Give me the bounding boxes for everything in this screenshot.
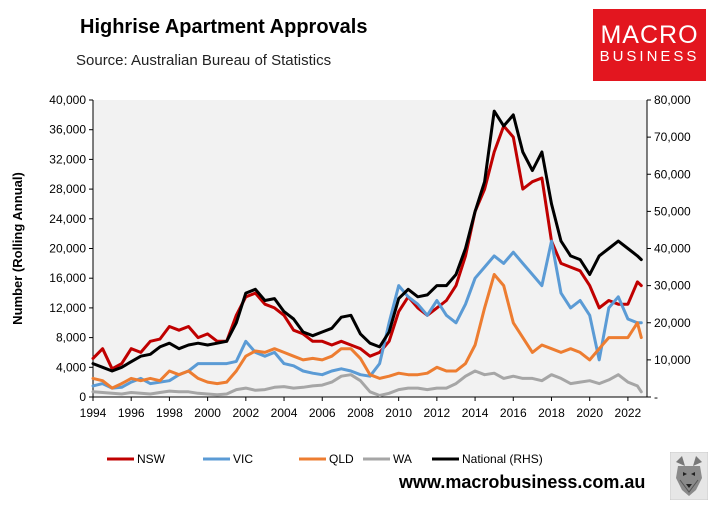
x-tick-label: 2002 <box>232 406 259 420</box>
y2-tick-label: 40,000 <box>654 242 691 256</box>
x-tick-label: 2006 <box>309 406 336 420</box>
y-axis-label: Number (Rolling Annual) <box>10 172 25 325</box>
x-tick-label: 1998 <box>156 406 183 420</box>
x-tick-label: 2012 <box>424 406 451 420</box>
y-tick-label: 4,000 <box>56 360 86 374</box>
chart-subtitle: Source: Australian Bureau of Statistics <box>76 52 332 69</box>
x-tick-label: 1994 <box>80 406 107 420</box>
x-tick-label: 2008 <box>347 406 374 420</box>
legend-label: QLD <box>329 452 354 466</box>
legend-label: National (RHS) <box>462 452 543 466</box>
legend-label: NSW <box>137 452 166 466</box>
y2-tick-label: 30,000 <box>654 279 691 293</box>
y-tick-label: 24,000 <box>49 212 86 226</box>
y2-tick-label: - <box>654 390 658 404</box>
y-tick-label: 36,000 <box>49 123 86 137</box>
y-tick-label: 8,000 <box>56 331 86 345</box>
y2-tick-label: 10,000 <box>654 353 691 367</box>
footer-url: www.macrobusiness.com.au <box>399 472 646 492</box>
wolf-logo-icon <box>670 452 708 500</box>
x-tick-label: 2022 <box>615 406 642 420</box>
legend-label: WA <box>393 452 412 466</box>
y-tick-label: 32,000 <box>49 152 86 166</box>
y-tick-label: 12,000 <box>49 301 86 315</box>
x-tick-label: 2004 <box>271 406 298 420</box>
y2-tick-label: 70,000 <box>654 130 691 144</box>
series-line-national-rhs <box>91 109 643 373</box>
x-tick-label: 2018 <box>538 406 565 420</box>
x-tick-label: 2000 <box>194 406 221 420</box>
y2-tick-label: 20,000 <box>654 316 691 330</box>
x-tick-label: 2016 <box>500 406 527 420</box>
x-tick-label: 1996 <box>118 406 145 420</box>
y-tick-label: 40,000 <box>49 93 86 107</box>
x-tick-label: 2014 <box>462 406 489 420</box>
y-tick-label: 20,000 <box>49 242 86 256</box>
legend-label: VIC <box>233 452 253 466</box>
macrobusiness-logo: MACRO BUSINESS <box>593 9 706 81</box>
series-line-qld <box>91 273 643 390</box>
x-tick-label: 2020 <box>576 406 603 420</box>
y2-tick-label: 60,000 <box>654 167 691 181</box>
series-line-nsw <box>91 124 643 371</box>
logo-line-1: MACRO <box>600 21 699 49</box>
y-tick-label: 16,000 <box>49 271 86 285</box>
y-tick-label: 0 <box>79 390 86 404</box>
chart-title: Highrise Apartment Approvals <box>80 16 368 38</box>
y2-tick-label: 80,000 <box>654 93 691 107</box>
y2-tick-label: 50,000 <box>654 204 691 218</box>
series-line-wa <box>91 369 643 397</box>
x-tick-label: 2010 <box>385 406 412 420</box>
logo-line-2: BUSINESS <box>599 48 700 65</box>
y-tick-label: 28,000 <box>49 182 86 196</box>
